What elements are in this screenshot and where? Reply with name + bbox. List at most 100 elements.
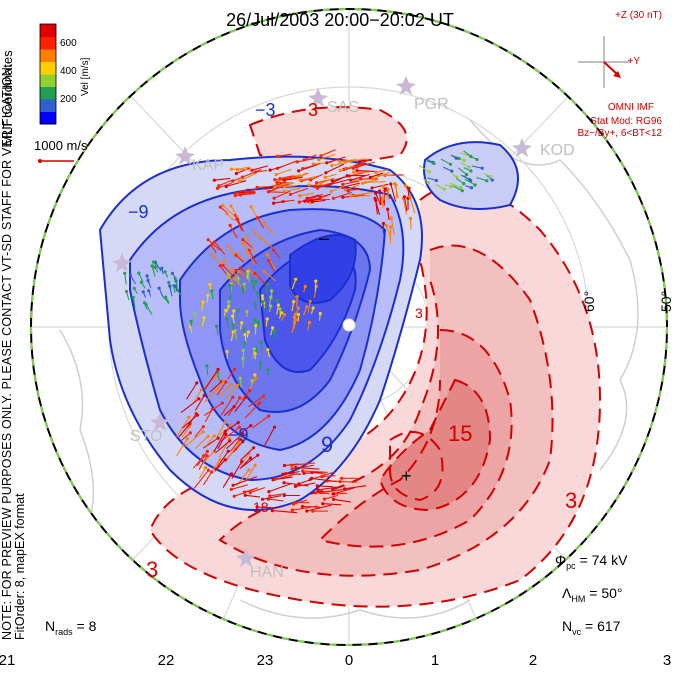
velocity-vector: [233, 441, 244, 453]
velocity-vector-origin: [311, 509, 315, 513]
velocity-vector: [328, 178, 350, 186]
velocity-vector-origin: [218, 205, 222, 209]
velocity-vector-origin: [462, 182, 466, 186]
velocity-vector-origin: [202, 393, 206, 398]
velocity-vector-origin: [303, 199, 307, 203]
velocity-vector: [192, 389, 202, 404]
velocity-vector-origin: [313, 184, 317, 189]
velocity-vector-origin: [267, 490, 271, 494]
velocity-vector-origin: [324, 171, 328, 175]
velocity-vector: [304, 198, 320, 202]
velocity-vector: [266, 254, 276, 270]
stat-lambda-hm: ΛHM = 50°: [562, 585, 623, 604]
velocity-vector-origin: [434, 178, 438, 183]
color-bar-segment: [40, 61, 56, 75]
velocity-vector: [132, 297, 136, 308]
velocity-vector-origin: [253, 302, 257, 306]
velocity-vector-origin: [123, 271, 127, 275]
station-star-kod: [512, 138, 532, 157]
imf-source: OMNI IMF: [607, 102, 654, 113]
velocity-vector: [211, 254, 222, 264]
velocity-vector-origin: [227, 300, 231, 304]
velocity-vector: [214, 459, 226, 472]
velocity-vector: [207, 239, 221, 251]
color-bar-segment: [40, 74, 56, 87]
velocity-vector: [268, 260, 275, 272]
velocity-vector-origin: [389, 182, 393, 186]
velocity-vector-origin: [236, 308, 240, 312]
velocity-vector: [234, 188, 249, 195]
velocity-vector-origin: [473, 183, 477, 187]
station-star-sto: [150, 412, 170, 431]
velocity-vector-origin: [330, 164, 334, 168]
velocity-vector: [202, 437, 219, 449]
velocity-vector-origin: [315, 484, 319, 488]
velocity-vector-origin: [278, 307, 282, 311]
velocity-vector-origin: [157, 286, 161, 290]
velocity-vector: [268, 498, 284, 502]
velocity-vector: [317, 485, 333, 488]
velocity-vector-origin: [215, 324, 219, 328]
velocity-vector-origin: [394, 183, 398, 187]
velocity-vector: [407, 188, 410, 200]
velocity-vector-origin: [241, 348, 245, 352]
velocity-vector: [230, 439, 240, 452]
velocity-vector-origin: [371, 177, 375, 181]
velocity-vector-origin: [250, 279, 254, 283]
velocity-vector-origin: [403, 184, 408, 188]
velocity-vector: [158, 287, 164, 298]
preview-note: NOTE: FOR PREVIEW PURPOSES ONLY. PLEASE …: [0, 63, 14, 640]
velocity-vector-origin: [237, 179, 241, 183]
velocity-vector: [216, 422, 226, 438]
velocity-vector: [356, 161, 376, 168]
velocity-vector: [230, 205, 239, 219]
station-star-w: [112, 253, 132, 272]
velocity-vector: [245, 494, 261, 498]
negative-potential-cell: [98, 141, 519, 511]
velocity-vector: [129, 274, 137, 285]
velocity-vector-origin: [303, 284, 307, 288]
velocity-vector-origin: [469, 154, 473, 158]
velocity-vector: [307, 301, 311, 313]
velocity-vector: [263, 270, 277, 282]
velocity-vector-origin: [231, 395, 235, 399]
velocity-vector: [395, 184, 398, 199]
velocity-vector-origin: [217, 184, 221, 188]
imf-z-label: +Z (30 nT): [615, 10, 662, 21]
contour-label: 3: [565, 488, 577, 513]
contour-label: 3: [146, 557, 158, 582]
velocity-vectors: [123, 149, 494, 514]
velocity-vector-origin: [245, 235, 249, 239]
velocity-vector-origin: [153, 265, 157, 269]
velocity-vector-origin: [307, 183, 311, 187]
velocity-vector-origin: [253, 271, 257, 276]
velocity-vector-origin: [230, 268, 234, 273]
velocity-vector-origin: [228, 423, 233, 427]
color-bar-segment: [40, 99, 56, 112]
velocity-vector: [303, 471, 324, 474]
velocity-vector-origin: [294, 318, 298, 322]
velocity-vector: [262, 495, 282, 500]
velocity-vector: [307, 194, 320, 199]
velocity-vector-origin: [332, 492, 336, 496]
velocity-vector-origin: [343, 188, 347, 192]
velocity-vector-origin: [218, 458, 222, 462]
velocity-vector-origin: [232, 309, 236, 313]
velocity-vector-origin: [231, 483, 235, 487]
velocity-vector-origin: [199, 388, 203, 392]
mlt-hour-label: 23: [256, 652, 274, 669]
velocity-vector-origin: [296, 312, 301, 316]
velocity-vector: [277, 153, 292, 157]
velocity-vector-origin: [255, 505, 259, 509]
velocity-vector: [292, 505, 318, 511]
velocity-vector-origin: [310, 476, 314, 480]
velocity-vector: [246, 236, 256, 252]
velocity-vector: [138, 272, 144, 283]
velocity-vector-origin: [273, 477, 277, 481]
velocity-vector-origin: [238, 376, 242, 380]
imf-bin: Bz−/By+, 6<BT<12: [577, 128, 663, 139]
velocity-vector-origin: [221, 203, 225, 207]
velocity-vector-origin: [188, 431, 192, 435]
velocity-vector-origin: [338, 168, 342, 173]
velocity-vector: [231, 168, 252, 171]
